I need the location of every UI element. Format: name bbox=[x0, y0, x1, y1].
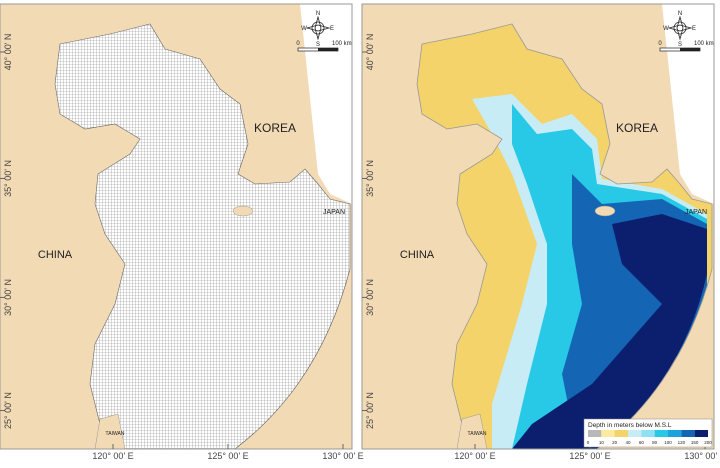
depth-legend: Depth in meters below M.S.L 0 10 20 40 60 80 10… bbox=[583, 418, 713, 448]
scale-label: 100 km bbox=[694, 41, 714, 47]
scale-label: 0 bbox=[658, 41, 662, 47]
legend-swatch bbox=[628, 430, 642, 437]
compass-label: S bbox=[678, 42, 682, 48]
legend-label: 40 bbox=[625, 440, 631, 445]
compass-label: W bbox=[663, 26, 669, 32]
compass-ring bbox=[673, 21, 687, 35]
compass-label: E bbox=[692, 26, 696, 32]
map-panel: KOREA CHINA JAPAN TAIWAN N S E W 0 100 km 40° 00' … bbox=[0, 3, 364, 461]
legend-label: 120 bbox=[678, 440, 686, 445]
place-label: CHINA bbox=[38, 249, 73, 261]
island bbox=[232, 205, 254, 217]
legend-swatch bbox=[588, 430, 602, 437]
scale-bar-segment bbox=[318, 48, 338, 51]
lon-tick-label: 125° 00' E bbox=[207, 451, 248, 461]
legend-label: 0 bbox=[587, 440, 590, 445]
lat-tick-label: 40° 00' N bbox=[365, 34, 375, 71]
place-label: JAPAN bbox=[323, 209, 345, 216]
place-label: KOREA bbox=[254, 121, 296, 135]
place-label: KOREA bbox=[616, 121, 658, 135]
lon-tick-label: 120° 00' E bbox=[454, 451, 495, 461]
place-label: TAIWAN bbox=[106, 431, 125, 437]
lat-tick-label: 25° 00' N bbox=[365, 392, 375, 429]
place-label: JAPAN bbox=[685, 209, 707, 216]
depth-band bbox=[512, 214, 707, 449]
compass-label: N bbox=[678, 11, 682, 17]
open-ocean bbox=[662, 4, 714, 204]
taiwan-island bbox=[456, 413, 488, 449]
legend-label: 20 bbox=[612, 440, 618, 445]
panel-frame bbox=[0, 3, 353, 450]
map-body bbox=[362, 4, 714, 449]
lat-tick-label: 35° 00' N bbox=[365, 160, 375, 197]
legend-swatch bbox=[654, 430, 668, 437]
lon-tick-label: 130° 00' E bbox=[684, 451, 720, 461]
island bbox=[594, 205, 616, 217]
legend-label: 100 bbox=[664, 440, 672, 445]
compass-rose bbox=[667, 15, 693, 41]
compass-label: E bbox=[330, 26, 334, 32]
legend-swatch bbox=[614, 430, 628, 437]
legend-label: 60 bbox=[639, 440, 645, 445]
compass-ring bbox=[311, 21, 325, 35]
legend-swatch bbox=[668, 430, 682, 437]
legend-swatch bbox=[601, 430, 615, 437]
legend-label: 200 bbox=[704, 440, 712, 445]
depth-layers bbox=[472, 94, 707, 449]
compass-label: N bbox=[316, 11, 320, 17]
compass-label: W bbox=[301, 26, 307, 32]
legend-swatch bbox=[641, 430, 655, 437]
legend-label: 150 bbox=[691, 440, 699, 445]
lat-tick-label: 40° 00' N bbox=[3, 34, 13, 71]
legend-swatch bbox=[681, 430, 695, 437]
lat-tick-label: 30° 00' N bbox=[3, 279, 13, 316]
compass-label: S bbox=[316, 42, 320, 48]
lon-tick-label: 130° 00' E bbox=[322, 451, 363, 461]
lat-tick-label: 25° 00' N bbox=[3, 392, 13, 429]
lon-tick-label: 125° 00' E bbox=[569, 451, 610, 461]
scale-label: 0 bbox=[296, 41, 300, 47]
compass-rose bbox=[305, 15, 331, 41]
model-grid bbox=[54, 23, 351, 449]
map-panel: KOREA CHINA JAPAN TAIWAN N S E W 0 100 km 40° 00' … bbox=[361, 3, 720, 461]
map-body bbox=[0, 4, 352, 449]
open-ocean bbox=[300, 4, 352, 204]
lat-tick-label: 30° 00' N bbox=[365, 279, 375, 316]
lon-tick-label: 120° 00' E bbox=[92, 451, 133, 461]
legend-label: 10 bbox=[599, 440, 605, 445]
lat-tick-label: 35° 00' N bbox=[3, 160, 13, 197]
legend-label: 80 bbox=[652, 440, 658, 445]
taiwan-island bbox=[94, 413, 126, 449]
place-label: CHINA bbox=[400, 249, 435, 261]
coastline bbox=[416, 23, 713, 449]
legend-title: Depth in meters below M.S.L bbox=[588, 422, 672, 429]
legend-swatch bbox=[694, 430, 708, 437]
scale-label: 100 km bbox=[332, 41, 352, 47]
scale-bar-segment bbox=[680, 48, 700, 51]
panel-frame bbox=[361, 3, 715, 450]
place-label: TAIWAN bbox=[468, 431, 487, 437]
